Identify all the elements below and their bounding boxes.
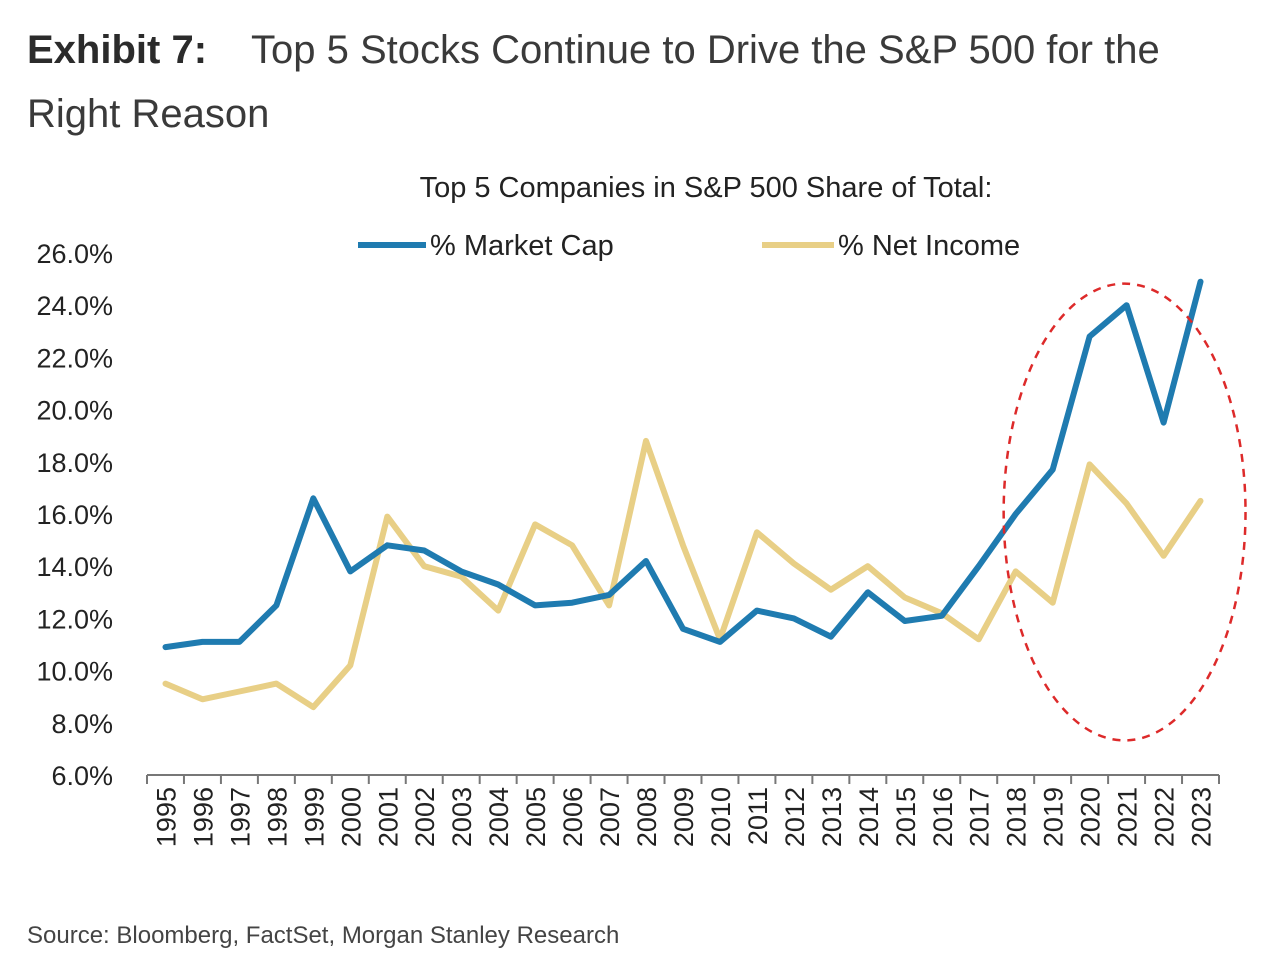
series-net-income-line xyxy=(162,437,1204,711)
highlight-ellipse xyxy=(1002,282,1247,742)
y-tick-label: 22.0% xyxy=(36,343,113,373)
x-tick-label: 2009 xyxy=(669,787,699,847)
y-tick-label: 16.0% xyxy=(36,500,113,530)
x-tick-label: 1998 xyxy=(262,787,292,847)
x-tick-label: 2018 xyxy=(1002,787,1032,847)
x-tick-label: 2006 xyxy=(558,787,588,847)
x-tick-label: 2023 xyxy=(1187,787,1217,847)
y-tick-label: 24.0% xyxy=(36,291,113,321)
series-layer xyxy=(162,278,1204,711)
series-market-cap-line xyxy=(162,278,1204,651)
x-tick-label: 2002 xyxy=(410,787,440,847)
y-tick-label: 26.0% xyxy=(36,239,113,269)
x-tick-label: 2014 xyxy=(854,787,884,847)
x-tick-label: 2012 xyxy=(780,787,810,847)
line-chart: Top 5 Companies in S&P 500 Share of Tota… xyxy=(36,172,1247,847)
x-tick-label: 1997 xyxy=(225,787,255,847)
x-tick-label: 2003 xyxy=(447,787,477,847)
exhibit-heading: Top 5 Stocks Continue to Drive the S&P 5… xyxy=(27,28,1160,136)
x-tick-label: 2020 xyxy=(1076,787,1106,847)
x-tick-label: 2016 xyxy=(928,787,958,847)
x-axis: 1995 1996 1997 1998 1999 2000 2001 2002 2003 2004… xyxy=(146,774,1220,847)
legend: % Market Cap % Net Income xyxy=(358,230,1020,262)
legend-label-market-cap: % Market Cap xyxy=(430,230,614,262)
x-tick-label: 2022 xyxy=(1150,787,1180,847)
source-note: Source: Bloomberg, FactSet, Morgan Stanl… xyxy=(27,922,620,949)
x-tick-label: 2004 xyxy=(484,787,514,847)
x-tick-label: 1996 xyxy=(188,787,218,847)
exhibit-title: Exhibit 7: Top 5 Stocks Continue to Drive… xyxy=(27,18,1257,146)
x-tick-label: 2000 xyxy=(336,787,366,847)
x-tick-label: 2011 xyxy=(743,787,773,845)
x-tick-label: 2005 xyxy=(521,787,551,847)
x-tick-label: 2001 xyxy=(373,787,403,847)
x-tick-label: 2021 xyxy=(1113,787,1143,847)
y-tick-label: 14.0% xyxy=(36,552,113,582)
x-tick-label: 1999 xyxy=(299,787,329,847)
y-tick-label: 8.0% xyxy=(51,709,113,739)
y-tick-label: 10.0% xyxy=(36,657,113,687)
x-tick-label: 2019 xyxy=(1039,787,1069,847)
x-tick-label: 2013 xyxy=(817,787,847,847)
x-tick-label: 2015 xyxy=(891,787,921,847)
y-tick-label: 18.0% xyxy=(36,448,113,478)
y-tick-label: 6.0% xyxy=(51,761,113,791)
x-tick-label: 2008 xyxy=(632,787,662,847)
x-tick-label: 2017 xyxy=(965,787,995,847)
annotation-layer xyxy=(1002,282,1247,742)
y-axis: 26.0% 24.0% 22.0% 20.0% 18.0% 16.0% 14.0% 12.0%… xyxy=(36,239,113,791)
x-tick-label: 1995 xyxy=(151,787,181,847)
exhibit-label: Exhibit 7: xyxy=(27,28,208,72)
legend-label-net-income: % Net Income xyxy=(838,230,1020,262)
x-tick-label: 2010 xyxy=(706,787,736,847)
y-tick-label: 12.0% xyxy=(36,604,113,634)
chart-title: Top 5 Companies in S&P 500 Share of Tota… xyxy=(420,172,993,204)
y-tick-label: 20.0% xyxy=(36,396,113,426)
x-tick-label: 2007 xyxy=(595,787,625,847)
